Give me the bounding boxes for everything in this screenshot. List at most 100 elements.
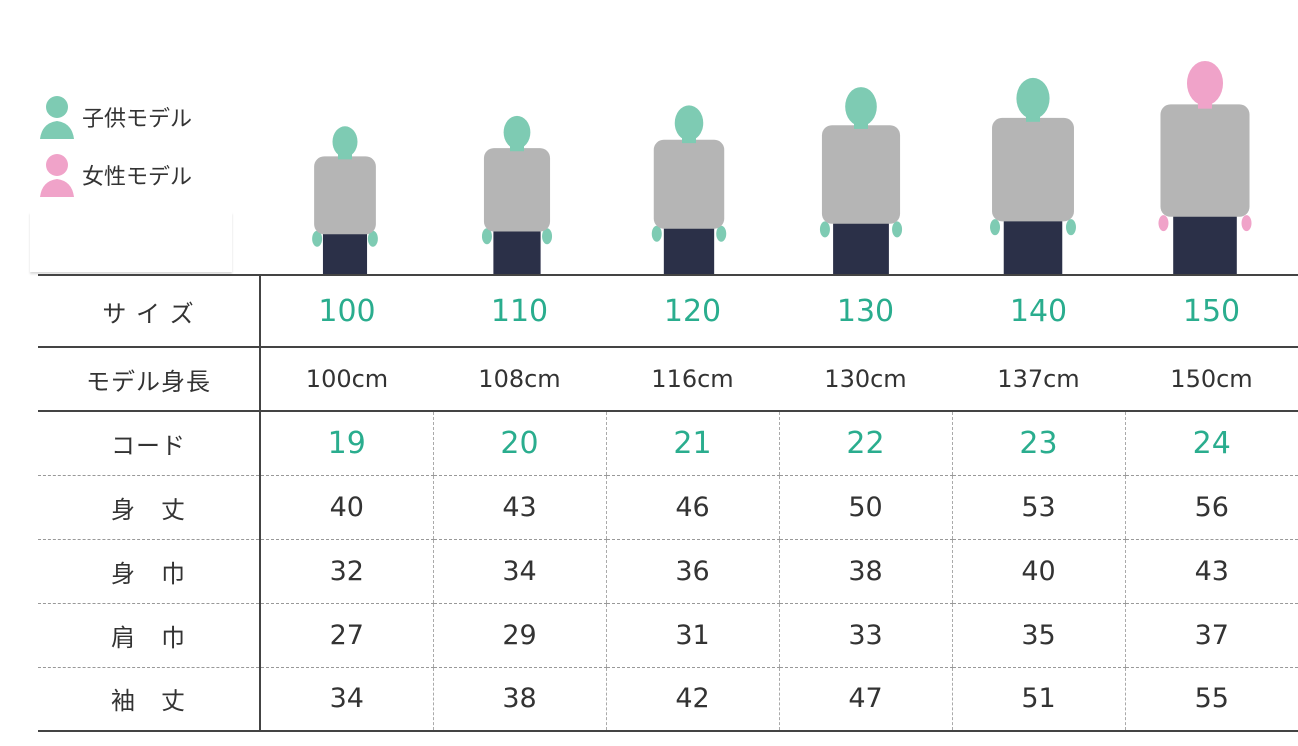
head: [1186, 60, 1224, 106]
cell-model-height: 100cm: [260, 347, 433, 412]
hoodie: [653, 139, 725, 229]
hand: [542, 228, 553, 245]
pants: [1003, 215, 1063, 274]
cell-body-length: 53: [951, 475, 1125, 540]
pants: [1173, 210, 1237, 274]
cell-sleeve-length: 38: [432, 667, 606, 732]
cell-model-height: 108cm: [433, 347, 606, 412]
cell-body-length: 56: [1124, 475, 1298, 540]
cell-code: 22: [778, 411, 952, 476]
hand: [1065, 219, 1076, 236]
cell-body-length: 40: [260, 475, 433, 540]
model-figure-child: [819, 87, 903, 274]
cell-shoulder-width: 29: [432, 603, 606, 668]
hand: [312, 230, 323, 247]
row-label: 身 丈: [38, 475, 261, 540]
cell-body-width: 36: [605, 539, 779, 604]
hoodie: [992, 117, 1074, 222]
cell-body-length: 50: [778, 475, 952, 540]
cell-model-height: 116cm: [606, 347, 779, 412]
row-label: コード: [38, 411, 261, 476]
model-figure-child: [651, 105, 727, 274]
cell-code: 21: [605, 411, 779, 476]
cell-shoulder-width: 37: [1124, 603, 1298, 668]
model-figure-female: [1158, 60, 1252, 274]
cell-sleeve-length: 34: [260, 667, 433, 732]
model-figure-child: [990, 77, 1076, 274]
row-label: 身 巾: [38, 539, 261, 604]
hand: [990, 219, 1001, 236]
row-body-width: 身 巾 32 34 36 38 40 43: [38, 539, 1298, 604]
cell-sleeve-length: 47: [778, 667, 952, 732]
cell-shoulder-width: 33: [778, 603, 952, 668]
model-figures: [312, 60, 1252, 274]
head: [845, 87, 877, 127]
cell-size: 140: [952, 275, 1125, 348]
row-size: サ イ ズ 100 110 120 130 140 150: [38, 275, 1298, 348]
cell-code: 20: [432, 411, 606, 476]
cell-model-height: 130cm: [779, 347, 952, 412]
cell-size: 130: [779, 275, 952, 348]
cell-body-width: 38: [778, 539, 952, 604]
row-label: 肩 巾: [38, 603, 261, 668]
hand: [651, 225, 662, 242]
cell-body-width: 34: [432, 539, 606, 604]
pants: [663, 223, 715, 274]
row-label: 袖 丈: [38, 667, 261, 732]
cell-size: 150: [1125, 275, 1298, 348]
row-sleeve-length: 袖 丈 34 38 42 47 51 55: [38, 667, 1298, 732]
hand: [367, 230, 378, 247]
cell-code: 24: [1124, 411, 1298, 476]
pants: [322, 229, 368, 274]
cell-shoulder-width: 27: [260, 603, 433, 668]
cell-code: 23: [951, 411, 1125, 476]
cell-sleeve-length: 51: [951, 667, 1125, 732]
hoodie: [483, 148, 551, 232]
hand: [892, 221, 903, 238]
hand: [716, 225, 727, 242]
pants: [493, 226, 541, 274]
head: [503, 115, 531, 149]
legend: 子供モデル 女性モデル: [38, 88, 192, 204]
legend-item-child: 子供モデル: [38, 88, 192, 146]
child-model-icon: [40, 96, 74, 139]
head: [674, 105, 704, 141]
cell-size: 110: [433, 275, 606, 348]
head: [1016, 77, 1050, 119]
legend-label: 女性モデル: [82, 165, 193, 190]
cell-model-height: 150cm: [1125, 347, 1298, 412]
cell-shoulder-width: 35: [951, 603, 1125, 668]
cell-body-length: 43: [432, 475, 606, 540]
hand: [819, 221, 830, 238]
size-table: サ イ ズ 100 110 120 130 140 150 モデル身長 100cm 108cm 11…: [38, 274, 1298, 732]
row-code: コード 19 20 21 22 23 24: [38, 411, 1298, 476]
cell-shoulder-width: 31: [605, 603, 779, 668]
cell-size: 100: [260, 275, 433, 348]
model-figure-child: [312, 126, 378, 274]
model-figure-child: [481, 115, 553, 274]
hand: [1241, 215, 1252, 232]
row-model-height: モデル身長 100cm 108cm 116cm 130cm 137cm 150cm: [38, 347, 1298, 412]
cell-sleeve-length: 55: [1124, 667, 1298, 732]
row-label: サ イ ズ: [38, 275, 261, 348]
cell-body-width: 40: [951, 539, 1125, 604]
cell-size: 120: [606, 275, 779, 348]
row-shoulder-width: 肩 巾 27 29 31 33 35 37: [38, 603, 1298, 668]
row-label: モデル身長: [38, 347, 261, 412]
cell-sleeve-length: 42: [605, 667, 779, 732]
hoodie: [1160, 104, 1250, 217]
legend-item-female: 女性モデル: [38, 146, 192, 204]
row-body-length: 身 丈 40 43 46 50 53 56: [38, 475, 1298, 540]
pants: [833, 218, 889, 274]
cell-body-width: 43: [1124, 539, 1298, 604]
hoodie: [821, 125, 901, 224]
female-model-icon: [40, 154, 74, 197]
hoodie: [314, 156, 376, 235]
cell-body-width: 32: [260, 539, 433, 604]
hand: [1158, 215, 1169, 232]
cell-body-length: 46: [605, 475, 779, 540]
legend-label: 子供モデル: [82, 107, 193, 132]
hand: [481, 228, 492, 245]
legend-blank-box: [30, 212, 232, 272]
head: [332, 126, 358, 158]
